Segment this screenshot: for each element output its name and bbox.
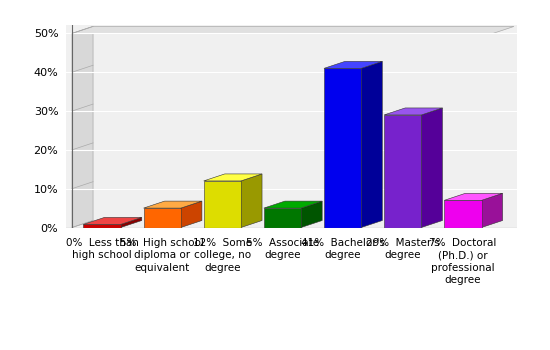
Polygon shape [241,174,262,228]
Polygon shape [301,201,322,228]
Polygon shape [444,193,503,200]
Polygon shape [264,208,301,228]
Polygon shape [264,201,322,208]
Polygon shape [120,217,142,228]
Polygon shape [144,208,181,228]
Polygon shape [324,68,361,228]
Polygon shape [481,193,503,228]
Polygon shape [444,200,481,228]
Polygon shape [204,181,241,228]
Polygon shape [84,217,142,224]
Polygon shape [72,27,514,34]
Polygon shape [181,201,202,228]
Polygon shape [421,108,442,228]
Polygon shape [84,224,120,228]
Polygon shape [361,61,382,228]
Polygon shape [324,61,382,68]
Polygon shape [72,27,93,228]
Polygon shape [384,115,421,228]
Polygon shape [144,201,202,208]
Polygon shape [384,108,442,115]
Polygon shape [204,174,262,181]
